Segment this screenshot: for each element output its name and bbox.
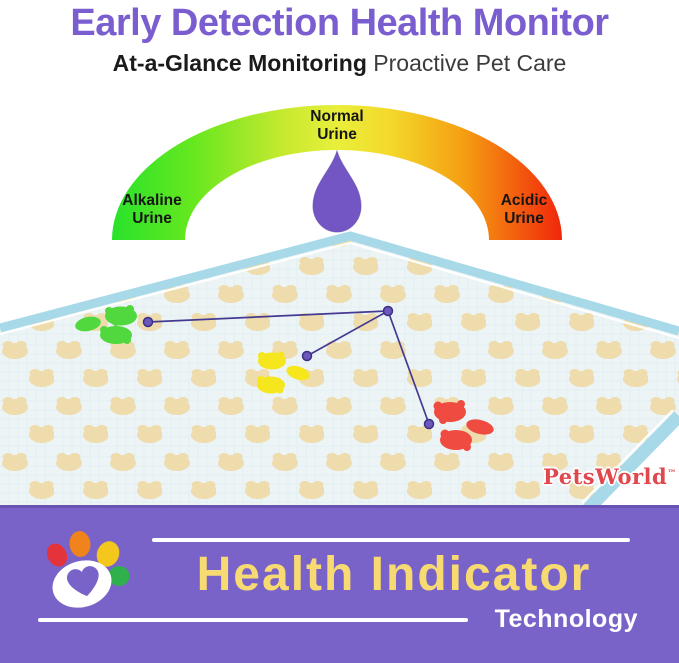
gauge-label-normal: Normal Urine [310, 108, 364, 143]
banner-divider-top [152, 538, 630, 542]
alkaline-green-paw-stain [75, 305, 137, 344]
banner-divider-bottom [38, 618, 468, 622]
pet-pad [0, 231, 679, 512]
page-title: Early Detection Health Monitor [70, 2, 609, 44]
connector-dots [142, 305, 435, 430]
trademark-symbol: ™ [667, 469, 677, 479]
banner-subtitle: Technology [494, 605, 638, 633]
subtitle-regular: Proactive Pet Care [366, 50, 567, 76]
bottom-banner: Health Indicator Technology [0, 505, 679, 663]
droplet-icon [312, 149, 362, 233]
subtitle-bold: At-a-Glance Monitoring [112, 50, 367, 76]
banner-title: Health Indicator [196, 548, 592, 601]
brand-logo: PetsWorld™ [543, 464, 676, 489]
page-subtitle: At-a-Glance Monitoring Proactive Pet Car… [0, 50, 679, 77]
stain-connector-lines [147, 310, 430, 425]
gauge-label-alkaline: Alkaline Urine [122, 192, 182, 227]
normal-yellow-paw-stain [257, 351, 310, 394]
gauge-and-pad-illustration [0, 105, 679, 512]
ph-gauge-arch [112, 105, 562, 240]
paw-heart-icon [46, 531, 130, 608]
brand-logo-text: PetsWorld [543, 464, 668, 489]
acidic-red-paw-stain [433, 400, 494, 451]
gauge-label-acidic: Acidic Urine [500, 192, 548, 227]
